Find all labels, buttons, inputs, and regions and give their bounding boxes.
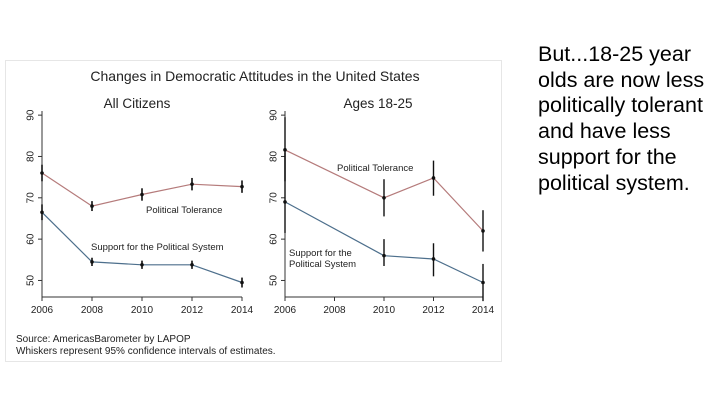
data-point bbox=[90, 204, 94, 208]
data-point bbox=[382, 196, 386, 200]
data-point bbox=[140, 262, 144, 267]
y-tick-label: 60 bbox=[26, 233, 37, 245]
data-point bbox=[382, 253, 386, 258]
series-label: Political System bbox=[289, 259, 356, 270]
data-point bbox=[431, 257, 436, 261]
y-tick-label: 70 bbox=[26, 192, 37, 204]
x-tick-label: 2012 bbox=[422, 305, 445, 316]
data-point bbox=[240, 184, 244, 189]
x-tick-label: 2006 bbox=[274, 305, 297, 316]
y-tick-label: 50 bbox=[26, 274, 37, 286]
x-tick-label: 2006 bbox=[31, 305, 54, 316]
source-note: Source: AmericasBarometer by LAPOP bbox=[16, 334, 191, 345]
data-point bbox=[283, 148, 287, 152]
chart-frame: Changes in Democratic Attitudes in the U… bbox=[5, 60, 502, 362]
y-tick-label: 80 bbox=[269, 150, 280, 162]
data-point bbox=[481, 229, 485, 233]
y-tick-label: 50 bbox=[269, 274, 280, 286]
series-label: Support for the Political System bbox=[91, 242, 224, 253]
data-point bbox=[90, 260, 94, 264]
series-label: Political Tolerance bbox=[146, 205, 222, 216]
data-point bbox=[190, 262, 194, 267]
y-tick-label: 90 bbox=[26, 109, 37, 121]
x-tick-label: 2008 bbox=[323, 305, 346, 316]
data-point bbox=[40, 210, 44, 215]
y-tick-label: 90 bbox=[269, 109, 280, 121]
data-point bbox=[283, 200, 287, 204]
y-tick-label: 80 bbox=[26, 150, 37, 162]
series-label: Support for the bbox=[289, 248, 352, 259]
x-tick-label: 2010 bbox=[373, 305, 396, 316]
x-tick-label: 2014 bbox=[472, 305, 495, 316]
data-point bbox=[481, 280, 485, 285]
x-tick-label: 2012 bbox=[181, 305, 204, 316]
data-point bbox=[140, 192, 144, 197]
x-tick-label: 2010 bbox=[131, 305, 154, 316]
data-point bbox=[431, 176, 436, 180]
y-tick-label: 60 bbox=[269, 233, 280, 245]
chart-title: Changes in Democratic Attitudes in the U… bbox=[90, 68, 419, 84]
y-tick-label: 70 bbox=[269, 192, 280, 204]
data-point bbox=[240, 280, 244, 285]
series-line bbox=[284, 201, 484, 284]
panel-subtitle: Ages 18-25 bbox=[343, 96, 412, 111]
x-tick-label: 2014 bbox=[231, 305, 254, 316]
side-caption: But...18-25 year olds are now less polit… bbox=[538, 42, 705, 195]
whiskers-note: Whiskers represent 95% confidence interv… bbox=[16, 346, 276, 357]
x-tick-label: 2008 bbox=[81, 305, 104, 316]
data-point bbox=[190, 182, 194, 186]
series-label: Political Tolerance bbox=[337, 163, 413, 174]
panel-subtitle: All Citizens bbox=[104, 96, 171, 111]
data-point bbox=[40, 171, 44, 175]
chart-figure: Changes in Democratic Attitudes in the U… bbox=[16, 68, 495, 357]
series-line bbox=[284, 149, 484, 232]
